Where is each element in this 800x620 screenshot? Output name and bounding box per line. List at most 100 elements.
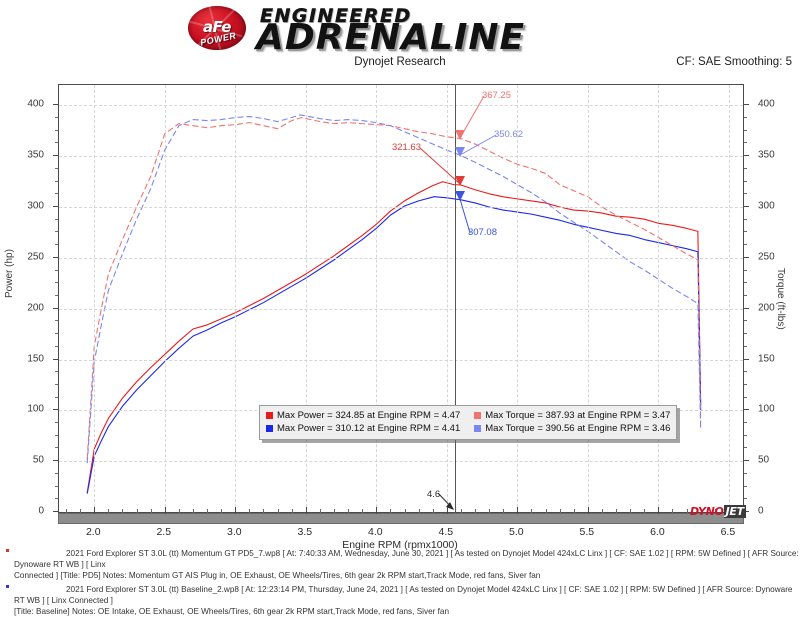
rpm-minor-tick	[122, 509, 124, 514]
rpm-minor-tick	[362, 509, 364, 514]
gridline-horizontal	[59, 359, 743, 361]
axis-minor-tick	[55, 244, 58, 246]
rpm-minor-tick	[418, 509, 420, 514]
axis-minor-tick	[55, 193, 58, 195]
axis-minor-tick	[744, 320, 747, 322]
rpm-minor-tick	[616, 509, 618, 514]
axis-tick	[53, 409, 58, 411]
adrenaline-wordmark: ADRENALINE	[256, 17, 526, 58]
axis-minor-tick	[55, 142, 58, 144]
axis-minor-tick	[55, 282, 58, 284]
chart-legend[interactable]: Max Power = 324.85 at Engine RPM = 4.47 …	[259, 405, 678, 440]
afe-power-logo: aFe POWER ENGINEERED ADRENALINE	[186, 1, 606, 56]
axis-tick-label: 400	[27, 98, 44, 110]
rpm-minor-tick	[475, 509, 477, 514]
axis-minor-tick	[55, 396, 58, 398]
axis-tick	[744, 358, 749, 360]
swatch-power-run2-icon	[266, 425, 273, 432]
run1-line1: 2021 Ford Explorer ST 3.0L (tt) Momentum…	[14, 549, 799, 569]
axis-minor-tick	[744, 294, 747, 296]
gridline-horizontal	[59, 461, 743, 463]
axis-tick-label: 50	[32, 454, 44, 466]
axis-minor-tick	[744, 129, 747, 131]
axis-minor-tick	[744, 244, 747, 246]
legend-label: Max Power = 324.85 at Engine RPM = 4.47	[277, 410, 461, 421]
axis-tick-label: 300	[27, 200, 44, 212]
engineered-wordmark: ENGINEERED	[260, 5, 412, 27]
afe-ellipse-shape	[188, 6, 246, 50]
axis-minor-tick	[55, 498, 58, 500]
rpm-axis-title: Engine RPM (rpmx1000)	[342, 539, 458, 551]
rpm-minor-tick	[503, 509, 505, 514]
legend-max-power-run1: Max Power = 324.85 at Engine RPM = 4.47	[266, 410, 460, 421]
rpm-minor-tick	[573, 509, 575, 514]
axis-minor-tick	[55, 231, 58, 233]
gridline-vertical	[446, 85, 448, 512]
run2-bullet-icon	[6, 585, 9, 588]
cursor-rpm-label: 4.6	[427, 489, 441, 500]
rpm-tick	[517, 507, 519, 514]
rpm-tick-label: 4.0	[368, 526, 383, 538]
axis-minor-tick	[744, 231, 747, 233]
rpm-minor-tick	[334, 509, 335, 514]
axis-tick-label: 350	[758, 149, 775, 161]
axis-tick	[53, 155, 58, 157]
run-details-footer: 2021 Ford Explorer ST 3.0L (tt) Momentum…	[0, 548, 800, 620]
axis-tick-label: 100	[758, 403, 775, 415]
cursor-line[interactable]	[455, 84, 456, 513]
axis-tick	[53, 104, 58, 106]
gridline-vertical	[305, 85, 307, 512]
gridline-horizontal	[59, 207, 743, 208]
axis-tick	[744, 104, 749, 106]
rpm-minor-tick	[714, 509, 716, 514]
axis-tick-label: 250	[27, 251, 44, 263]
axis-tick-label: 100	[27, 403, 44, 415]
gridline-vertical	[164, 85, 166, 512]
rpm-minor-tick	[348, 509, 350, 514]
rpm-minor-tick	[263, 509, 265, 514]
axis-tick-label: 0	[758, 505, 764, 517]
legend-row: Max Power = 324.85 at Engine RPM = 4.47 …	[266, 409, 670, 422]
axis-tick	[53, 358, 58, 360]
gridline-horizontal	[59, 308, 743, 310]
rpm-tick	[164, 507, 166, 514]
axis-minor-tick	[744, 422, 747, 424]
rpm-minor-tick	[150, 509, 152, 514]
axis-minor-tick	[55, 447, 58, 449]
axis-tick-label: 150	[27, 353, 44, 364]
axis-minor-tick	[55, 320, 58, 322]
rpm-tick	[94, 507, 96, 514]
axis-minor-tick	[55, 422, 58, 424]
power-axis: 0 50 100 150 200 250 300 350 400	[27, 84, 58, 517]
run-detail-row: 2021 Ford Explorer ST 3.0L (tt) Momentum…	[0, 548, 800, 581]
axis-minor-tick	[744, 434, 747, 436]
cf-smoothing-label: CF: SAE Smoothing: 5	[676, 56, 792, 68]
axis-minor-tick	[55, 129, 58, 131]
rpm-tick	[376, 507, 378, 514]
annotation-arrow-icon	[454, 95, 485, 140]
rpm-minor-tick	[559, 509, 561, 514]
rpm-minor-tick	[221, 509, 223, 514]
rpm-minor-tick	[136, 509, 138, 514]
rpm-minor-tick	[531, 509, 533, 514]
run1-line2: Connected ] [Title: PD5] Notes: Momentum…	[14, 571, 541, 580]
rpm-tick-label: 3.5	[297, 526, 313, 538]
legend-label: Max Torque = 387.93 at Engine RPM = 3.47	[485, 410, 671, 421]
swatch-torque-run1-icon	[474, 412, 482, 419]
axis-minor-tick	[55, 269, 58, 271]
rpm-minor-tick	[460, 509, 462, 514]
torque-axis-title: Torque (ft-lbs)	[775, 268, 786, 330]
rpm-tick-label: 2.0	[85, 526, 101, 538]
plot-area[interactable]	[58, 84, 744, 513]
axis-minor-tick	[744, 282, 747, 284]
rpm-minor-tick	[291, 509, 293, 514]
axis-tick	[744, 460, 749, 462]
axis-minor-tick	[744, 167, 747, 169]
axis-tick-label: 200	[27, 302, 44, 314]
series-curve-1	[86, 196, 702, 494]
axis-tick	[53, 256, 58, 258]
axis-minor-tick	[744, 396, 747, 398]
rpm-minor-tick	[686, 509, 688, 514]
axis-minor-tick	[744, 383, 747, 385]
run-detail-row: 2021 Ford Explorer ST 3.0L (tt) Baseline…	[0, 584, 800, 617]
